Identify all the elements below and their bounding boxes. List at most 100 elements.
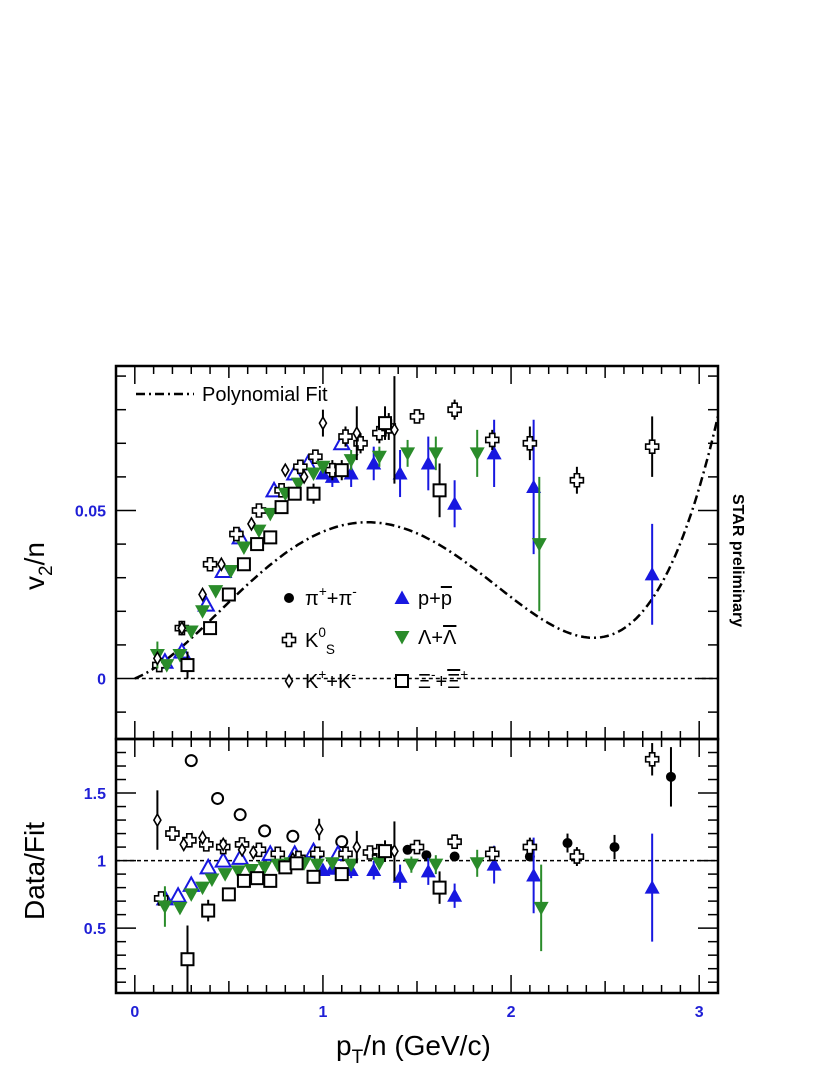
point-pi	[665, 771, 676, 782]
point-p	[420, 863, 436, 878]
point-xi	[236, 557, 251, 572]
point-kpm	[280, 462, 290, 478]
x-tick-label: 1	[318, 1004, 327, 1021]
point-k0s	[338, 429, 353, 444]
point-k0s	[229, 526, 244, 542]
point-kpm	[389, 422, 399, 438]
point-lambda	[230, 865, 246, 879]
series-kpm	[152, 376, 399, 666]
point-k0s	[644, 751, 660, 767]
point-pi-open	[335, 835, 349, 849]
point-pi	[421, 850, 432, 861]
point-lambda	[217, 868, 233, 882]
point-k0s	[569, 472, 585, 488]
point-pi-open	[211, 791, 225, 805]
point-p	[366, 862, 382, 877]
point-p	[366, 455, 382, 470]
point-lambda	[251, 524, 267, 539]
point-xi	[334, 463, 349, 478]
point-lambda	[172, 648, 188, 663]
point-kpm	[152, 650, 162, 666]
point-kpm	[216, 556, 226, 572]
x-tick-label: 0	[130, 1004, 139, 1021]
point-p	[644, 566, 660, 581]
point-p-open	[198, 857, 218, 875]
point-xi	[334, 867, 349, 882]
series-xi-ratio	[180, 840, 447, 993]
point-p-open	[168, 886, 188, 903]
point-k0s	[447, 834, 462, 849]
legend-k0s: K0S	[305, 625, 335, 657]
point-xi	[203, 621, 218, 636]
point-xi	[221, 887, 236, 902]
lower-y-axis-label: Data/Fit	[19, 822, 50, 920]
point-kpm	[198, 830, 207, 846]
point-xi	[378, 416, 393, 431]
lower-ticks	[116, 739, 718, 993]
point-kpm	[248, 844, 258, 861]
point-k0s	[409, 839, 425, 855]
upper-panel-v2-over-n: 00.05	[75, 364, 720, 741]
point-kpm	[177, 620, 187, 636]
legend-lambda: Λ+Λ	[418, 627, 457, 649]
point-k0s	[251, 503, 267, 518]
point-lambda	[172, 901, 188, 916]
point-lambda	[324, 857, 340, 871]
point-lambda	[306, 467, 322, 482]
point-kpm	[318, 415, 328, 431]
legend-kpm: K++K-	[305, 667, 356, 693]
point-k0s	[199, 837, 214, 852]
point-lambda	[371, 857, 387, 871]
point-xi	[263, 530, 278, 545]
series-k0s-ratio	[153, 743, 660, 906]
point-p	[486, 857, 502, 871]
point-k0s	[569, 849, 585, 864]
point-lambda	[343, 454, 359, 468]
point-kpm	[247, 516, 256, 532]
point-kpm	[218, 836, 228, 852]
point-pi	[449, 851, 460, 862]
series-pi-open-ratio	[184, 754, 349, 849]
point-xi	[274, 500, 289, 515]
point-lambda	[195, 881, 211, 896]
point-p	[392, 869, 408, 883]
x-tick-label: 2	[507, 1004, 516, 1021]
legend-xi: Ξ-+Ξ+	[418, 667, 468, 693]
point-lambda	[400, 447, 416, 461]
point-xi	[306, 486, 321, 501]
lower-plot-area	[116, 743, 718, 993]
point-lambda	[309, 858, 325, 873]
star-preliminary-label: STAR preliminary	[729, 494, 746, 627]
point-kpm	[198, 586, 207, 603]
point-lambda	[195, 605, 211, 619]
point-p	[526, 867, 542, 882]
point-lambda	[183, 625, 199, 639]
point-k0s	[182, 833, 197, 848]
point-p	[420, 455, 436, 470]
y-tick-label: 1.5	[84, 786, 106, 803]
point-lambda	[223, 564, 239, 579]
point-xi	[180, 658, 195, 673]
upper-ticks	[116, 366, 718, 739]
axis-labels: v2/n Data/Fit STAR preliminary pT/n (GeV/c)	[19, 494, 746, 1068]
point-lambda	[371, 450, 387, 465]
point-lambda	[403, 858, 419, 873]
point-lambda	[315, 460, 331, 475]
point-lambda	[243, 864, 259, 878]
point-p	[447, 888, 463, 902]
x-tick-label: 3	[695, 1004, 704, 1021]
point-kpm	[152, 812, 162, 828]
point-xi	[378, 844, 393, 859]
point-xi	[250, 537, 265, 552]
point-lambda	[183, 888, 199, 902]
point-kpm	[389, 843, 399, 859]
point-k0s	[202, 556, 218, 572]
legend-marker-kpm	[284, 673, 294, 689]
point-lambda	[208, 585, 224, 599]
y-tick-label: 1	[97, 854, 106, 871]
point-pi-open	[233, 808, 247, 822]
point-lambda	[533, 901, 549, 916]
point-k0s	[447, 402, 462, 417]
y-tick-label: 0.05	[75, 503, 106, 520]
point-p	[644, 880, 660, 894]
